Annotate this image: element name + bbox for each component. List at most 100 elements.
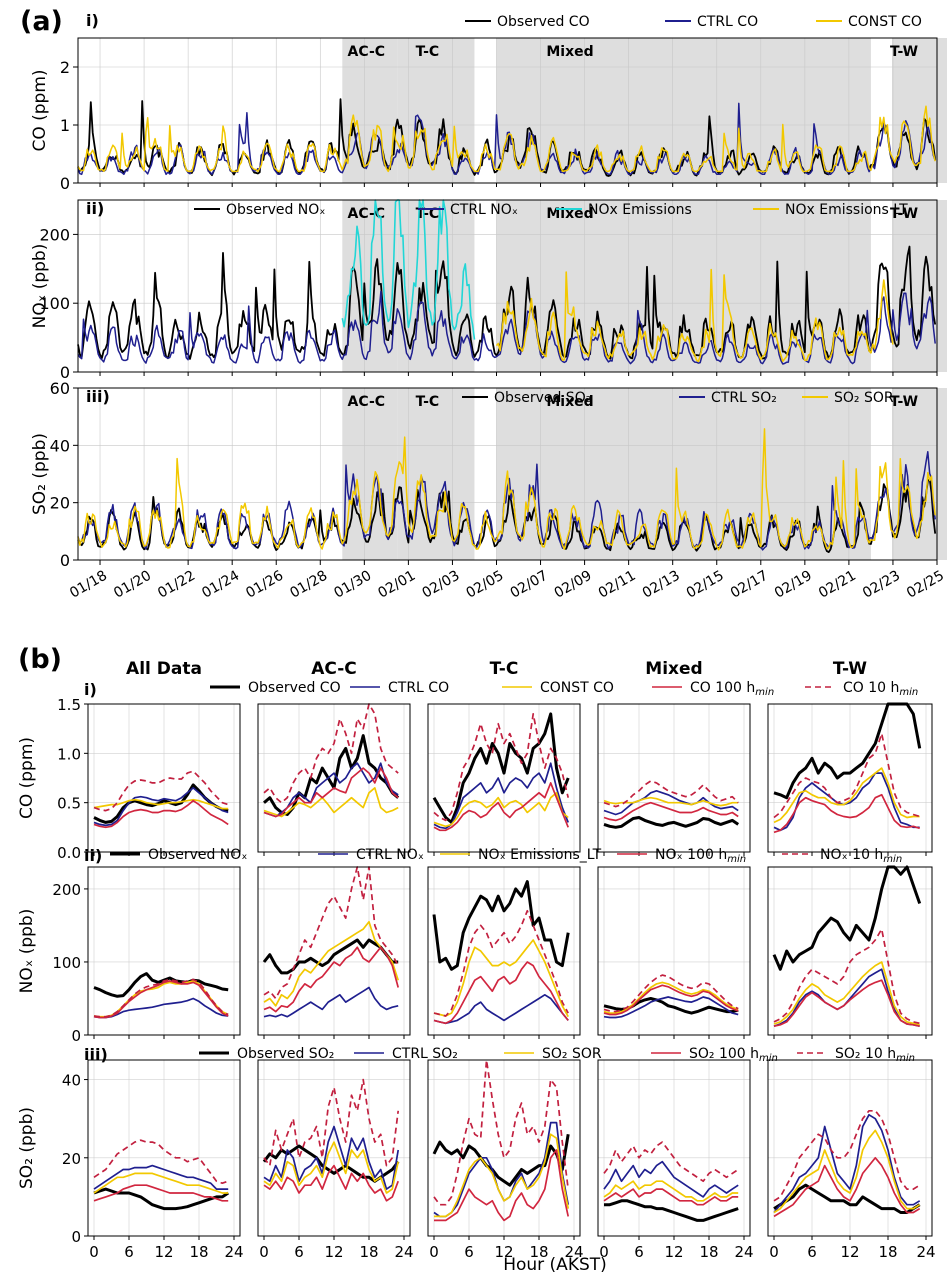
y-tick-label: 0.5 xyxy=(57,795,81,813)
x-tick-label: 0 xyxy=(89,1243,99,1261)
legend-entry: NOₓ 100 hmin xyxy=(655,847,746,865)
axes-frame xyxy=(77,199,938,373)
y-tick-label: 0 xyxy=(71,1027,81,1045)
series-line xyxy=(93,1172,229,1194)
y-tick-label: 40 xyxy=(62,1072,81,1090)
y-tick-label: 200 xyxy=(39,225,70,244)
legend-entry: NOx Emissions LT xyxy=(785,202,908,218)
diurnal-cell-ac-c xyxy=(257,866,411,1039)
y-tick-label: 2 xyxy=(60,58,70,77)
series-line xyxy=(772,865,922,971)
series-line xyxy=(433,909,569,1017)
diurnal-cell-t-w xyxy=(767,865,933,1039)
legend-entry: CTRL NOₓ xyxy=(450,202,518,218)
legend-entry: SO₂ SOR xyxy=(542,1046,602,1062)
series-line xyxy=(77,428,936,551)
series-line xyxy=(603,816,740,829)
diurnal-cell-all-data: 0.0 0.5 1.0 1.5 xyxy=(57,696,241,862)
region-label-mixed: Mixed xyxy=(546,394,593,410)
legend-entry: Observed NOₓ xyxy=(148,847,248,863)
diurnal-cell-mixed xyxy=(597,866,751,1039)
column-title: AC-C xyxy=(311,659,357,679)
series-line xyxy=(341,199,476,340)
diurnal-cell-ac-c: 0 6 12 18 24 xyxy=(257,1059,414,1261)
x-tick-label: 24 xyxy=(564,1243,583,1261)
diurnal-cell-all-data: 0 6 12 18 24 0 20 40 xyxy=(62,1059,244,1261)
axes-frame xyxy=(77,37,938,184)
series-line xyxy=(93,1164,229,1190)
series-line xyxy=(93,978,229,1018)
series-line xyxy=(433,939,569,1018)
subpanel-label: i) xyxy=(86,11,99,30)
series-line xyxy=(603,1180,739,1202)
diurnal-cell-t-w: 0 6 12 18 24 xyxy=(767,1059,936,1261)
x-tick-label: 18 xyxy=(529,1243,548,1261)
column-title: All Data xyxy=(126,659,202,679)
legend-entry: NOₓ Emissions_LT xyxy=(478,847,602,863)
shared-xlabel: Hour (AKST) xyxy=(503,1255,607,1275)
series-line xyxy=(603,981,739,1014)
series-line xyxy=(603,801,739,822)
series-line xyxy=(773,928,920,1025)
x-tick-label: 18 xyxy=(699,1243,718,1261)
subpanel-label: iii) xyxy=(86,387,110,406)
diurnal-cell-mixed: 0 6 12 18 24 xyxy=(597,1059,754,1261)
timeseries-co: 0 1 2 AC-C T-C Mixed T-W CO (ppm) i) Observed CO C… xyxy=(30,11,947,193)
legend-entry: CTRL SO₂ xyxy=(392,1046,458,1062)
series-line xyxy=(604,1199,739,1222)
series-line xyxy=(433,993,569,1025)
series-line xyxy=(263,787,399,818)
series-line xyxy=(93,972,229,998)
series-line xyxy=(434,1149,570,1222)
series-line xyxy=(263,986,399,1018)
series-line xyxy=(773,979,920,1028)
series-line xyxy=(773,1113,921,1214)
series-line xyxy=(263,703,399,804)
x-tick-label: 12 xyxy=(154,1243,173,1261)
series-line xyxy=(263,946,400,1013)
diurnal-cell-t-w xyxy=(767,702,933,856)
y-tick-label: 1.0 xyxy=(57,745,81,763)
region-label-ac-c: AC-C xyxy=(348,44,386,60)
series-line xyxy=(263,1164,399,1202)
y-axis-label: NOₓ (ppb) xyxy=(30,244,50,329)
series-line xyxy=(263,920,400,1007)
legend-entry: CTRL CO xyxy=(388,680,449,696)
series-line xyxy=(433,961,569,1025)
series-line xyxy=(603,1141,739,1183)
panel-b-label: (b) xyxy=(18,644,62,675)
x-tick-label: 18 xyxy=(189,1243,208,1261)
legend-entry: CTRL SO₂ xyxy=(711,390,777,406)
legend-entry: Observed CO xyxy=(497,14,590,30)
region-label-t-c: T-C xyxy=(416,44,440,60)
subpanel-label: iii) xyxy=(84,1045,108,1064)
series-line xyxy=(773,961,920,1026)
region-label-ac-c: AC-C xyxy=(348,206,386,222)
series-line xyxy=(773,1109,921,1202)
legend-entry: CONST CO xyxy=(540,680,614,696)
y-tick-label: 20 xyxy=(62,1150,81,1168)
series-line xyxy=(263,866,399,1000)
shaded-region-mixed xyxy=(496,388,871,560)
y-tick-label: 0.0 xyxy=(57,844,81,862)
diurnal-row-nox: 0 100 200 NOₓ (ppb) ii) Observed NOₓ CTRL NOₓ N… xyxy=(17,846,933,1045)
region-label-t-w: T-W xyxy=(890,206,918,222)
diurnal-row-so2: 0 6 12 18 24 0 20 40 0 6 12 18 24 0 6 12 18 24 0 6 12 18 24 0 6 1… xyxy=(17,1045,936,1261)
y-axis-label: NOₓ (ppb) xyxy=(17,909,37,994)
series-line xyxy=(263,1078,400,1167)
y-tick-label: 1 xyxy=(60,116,70,135)
shaded-region-t-w xyxy=(892,200,947,372)
series-line xyxy=(93,997,229,1019)
x-tick-label: 12 xyxy=(664,1243,683,1261)
legend-entry: SO₂ SOR xyxy=(834,390,894,406)
series-line xyxy=(773,1129,921,1214)
x-tick-label: 24 xyxy=(734,1243,753,1261)
series-line xyxy=(433,1059,570,1206)
series-line xyxy=(433,791,569,828)
panel-b-diurnal: All Data AC-C T-C Mixed T-W 0.0 0.5 1.0 1.5 CO (p… xyxy=(17,659,936,1261)
diurnal-row-co: 0.0 0.5 1.0 1.5 CO (ppm) i) Observed CO CTRL CO… xyxy=(17,680,933,862)
series-line xyxy=(603,974,739,1013)
series-line xyxy=(773,1156,921,1218)
